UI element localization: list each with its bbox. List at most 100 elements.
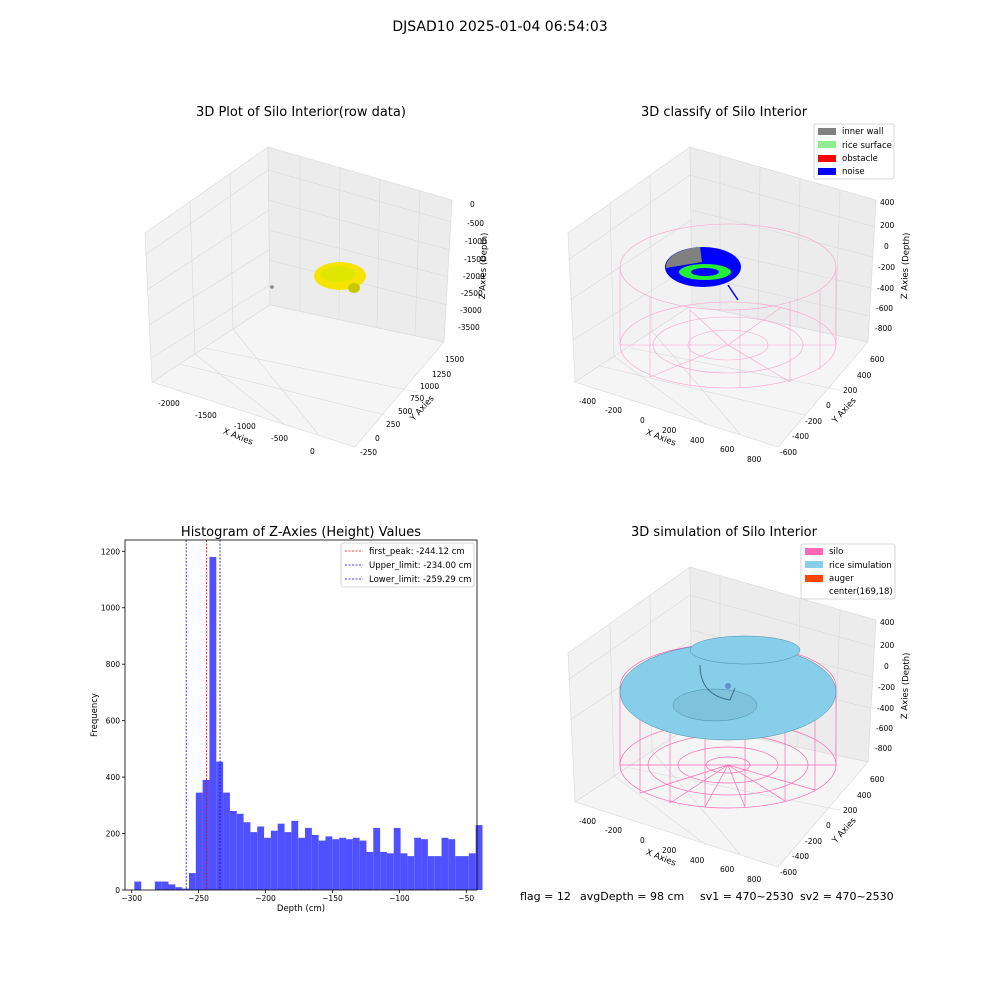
svg-text:400: 400 — [880, 618, 895, 627]
svg-text:250: 250 — [386, 420, 401, 429]
x-tick-label: −50 — [458, 894, 474, 903]
x-ticks: -400 -200 0 200 400 600 800 — [579, 397, 762, 464]
svg-text:600: 600 — [870, 355, 885, 364]
rice-simulation-surface — [619, 635, 837, 741]
legend-swatch — [805, 575, 823, 582]
histogram-bar — [291, 820, 299, 890]
histogram-bar — [468, 853, 476, 890]
histogram-bar — [475, 825, 483, 890]
histogram-bar — [216, 761, 224, 890]
svg-text:-600: -600 — [780, 448, 797, 457]
axes-box — [567, 146, 877, 448]
reference-lines — [185, 540, 221, 890]
y-tick-label: 1000 — [101, 604, 120, 613]
figure-title: DJSAD10 2025-01-04 06:54:03 — [392, 19, 607, 35]
legend-label: first_peak: -244.12 cm — [369, 547, 465, 557]
x-tick-label: −150 — [322, 894, 343, 903]
svg-text:200: 200 — [843, 806, 858, 815]
plot-frame — [124, 539, 478, 891]
y-tick-label: 200 — [106, 830, 121, 839]
svg-text:750: 750 — [410, 394, 425, 403]
svg-text:400: 400 — [880, 198, 895, 207]
x-tick-label: −300 — [121, 894, 142, 903]
svg-text:0: 0 — [884, 662, 889, 671]
svg-text:-2500: -2500 — [461, 289, 483, 298]
histogram-bar — [284, 832, 292, 890]
x-tick-label: −100 — [389, 894, 410, 903]
histogram-bar — [236, 813, 244, 890]
histogram-bar — [311, 834, 319, 890]
classified-points — [665, 247, 741, 301]
histogram-bar — [243, 822, 251, 890]
histogram-bar — [380, 851, 387, 890]
histogram-bar — [257, 826, 265, 890]
legend-label: center(169,18) — [829, 587, 893, 597]
svg-text:-3500: -3500 — [458, 323, 480, 332]
x-tick-label: −250 — [188, 894, 209, 903]
svg-text:0: 0 — [640, 836, 645, 845]
histogram-bar — [325, 836, 333, 890]
histogram-bar — [250, 832, 258, 890]
histogram-bar — [182, 888, 189, 890]
raw-point-cloud — [270, 262, 366, 293]
svg-text:0: 0 — [310, 447, 315, 456]
svg-text:0: 0 — [470, 200, 475, 209]
legend-label: rice simulation — [829, 561, 892, 571]
svg-text:-600: -600 — [876, 724, 893, 733]
svg-text:200: 200 — [843, 386, 858, 395]
svg-text:400: 400 — [690, 436, 705, 445]
legend-label: inner wall — [842, 127, 883, 137]
y-ticks: 600 400 200 0 -200 -400 -600 — [780, 775, 885, 877]
histogram-bar — [188, 873, 196, 890]
svg-text:800: 800 — [747, 875, 762, 884]
panel-title: 3D simulation of Silo Interior — [631, 525, 818, 540]
histogram-bar — [264, 837, 271, 890]
y-ticks: 0 200 400 600 800 1000 1200 — [101, 547, 125, 895]
histogram-bar — [161, 881, 169, 890]
silo-wireframe — [619, 223, 837, 389]
histogram-bar — [407, 856, 415, 890]
histogram-bar — [195, 792, 203, 890]
legend-label: auger — [829, 574, 854, 584]
histogram-bar — [229, 810, 237, 890]
svg-text:-250: -250 — [360, 448, 377, 457]
svg-text:0: 0 — [826, 821, 831, 830]
y-ticks: 1500 1250 1000 750 500 250 0 -250 — [360, 355, 464, 457]
histogram-bar — [277, 823, 285, 890]
histogram-bar — [332, 839, 340, 890]
histogram-bar — [414, 837, 422, 890]
svg-text:600: 600 — [720, 445, 735, 454]
legend-label: rice surface — [842, 141, 892, 151]
z-ticks: 0 -500 -1000 -1500 -2000 -2500 -3000 -35… — [458, 200, 487, 332]
legend-label: obstacle — [842, 154, 878, 164]
panel-title: Histogram of Z-Axies (Height) Values — [181, 525, 421, 540]
panel-title: 3D Plot of Silo Interior(row data) — [196, 105, 406, 120]
svg-text:200: 200 — [880, 641, 895, 650]
svg-text:-800: -800 — [875, 324, 892, 333]
status-footer: flag = 12 avgDepth = 98 cm sv1 = 470~253… — [520, 890, 894, 903]
histogram-bar — [427, 856, 435, 890]
panel-classify: 3D classify of Silo Interior — [567, 105, 912, 464]
histogram-bar — [462, 856, 469, 890]
legend-swatch — [805, 548, 823, 555]
svg-text:-600: -600 — [780, 868, 797, 877]
histogram-bar — [393, 827, 401, 890]
histogram-bar — [400, 853, 408, 890]
svg-text:1250: 1250 — [432, 370, 451, 379]
histogram-bar — [339, 837, 346, 890]
svg-text:-200: -200 — [878, 263, 895, 272]
z-ticks: 400 200 0 -200 -400 -600 -800 — [875, 198, 895, 333]
y-ticks: 600 400 200 0 -200 -400 -600 — [780, 355, 885, 457]
histogram-bar — [154, 881, 162, 890]
y-axis-label: Y Axies — [830, 395, 859, 426]
axes-box — [144, 146, 453, 448]
histogram-bar — [373, 827, 381, 890]
legend-simulation: silo rice simulation auger center(169,18… — [800, 543, 896, 600]
svg-text:1500: 1500 — [445, 355, 464, 364]
x-ticks: −300 −250 −200 −150 −100 −50 — [121, 890, 474, 903]
panel-title: 3D classify of Silo Interior — [641, 105, 808, 120]
histogram-bar — [352, 837, 360, 890]
svg-text:-400: -400 — [792, 432, 809, 441]
histogram-bar — [168, 884, 176, 890]
